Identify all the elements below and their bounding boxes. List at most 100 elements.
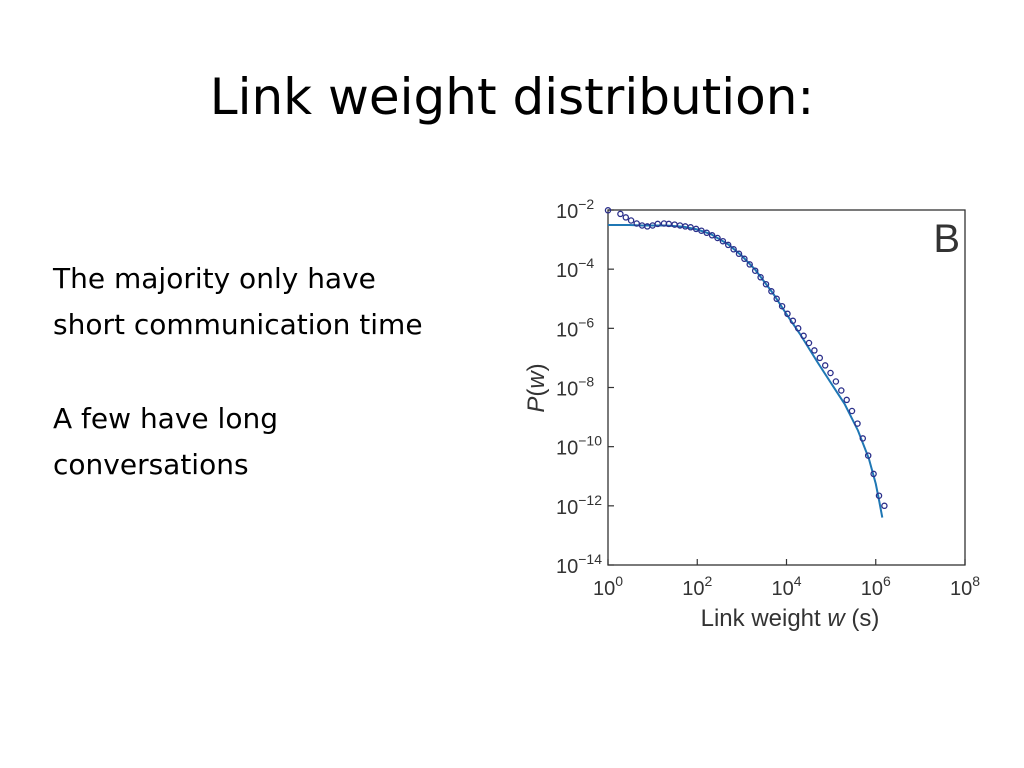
data-point — [843, 396, 850, 404]
tick-base: 10 — [556, 497, 578, 519]
y-tick-label: 10−6 — [556, 314, 594, 341]
data-point — [622, 214, 630, 221]
tick-exponent: 2 — [704, 573, 712, 589]
x-tick-label: 102 — [682, 573, 712, 600]
tick-exponent: 6 — [883, 573, 891, 589]
data-point — [757, 274, 764, 281]
data-point — [816, 354, 824, 362]
tick-exponent: −6 — [578, 314, 594, 330]
paragraph-majority: The majority only have short communicati… — [53, 256, 493, 348]
data-point — [838, 387, 845, 394]
y-tick-label: 10−10 — [556, 433, 602, 460]
x-axis-ticks: 100 102 104 106 108 — [593, 559, 980, 600]
x-label-part: Link weight — [701, 605, 828, 632]
y-axis-label: P(w) — [523, 363, 550, 412]
x-tick-label: 104 — [771, 573, 801, 600]
x-tick-label: 108 — [950, 573, 980, 600]
data-point — [654, 220, 661, 228]
data-point — [687, 224, 694, 231]
tick-base: 10 — [556, 556, 578, 578]
data-point — [633, 220, 640, 227]
data-point — [875, 492, 883, 499]
text-line: conversations — [53, 448, 249, 481]
y-label-var: w — [523, 370, 550, 389]
tick-exponent: −10 — [578, 433, 602, 449]
data-point — [789, 317, 797, 325]
data-point — [730, 246, 737, 253]
tick-exponent: −4 — [578, 255, 594, 271]
data-point — [708, 232, 716, 239]
data-point — [604, 207, 612, 214]
data-point — [714, 234, 721, 242]
data-point — [800, 332, 807, 340]
y-tick-label: 10−12 — [556, 492, 602, 519]
text-line: A few have long — [53, 402, 278, 435]
paragraph-few: A few have long conversations — [53, 396, 493, 488]
tick-base: 10 — [556, 319, 578, 341]
y-label-part: ) — [523, 363, 550, 371]
tick-exponent: −14 — [578, 551, 602, 567]
tick-exponent: −12 — [578, 492, 602, 508]
plot-frame — [607, 209, 966, 566]
data-point — [724, 241, 732, 249]
tick-base: 10 — [861, 578, 883, 600]
data-point — [784, 310, 791, 318]
data-point — [832, 378, 840, 385]
x-axis-label: Link weight w (s) — [701, 605, 880, 632]
x-tick-label: 106 — [861, 573, 891, 600]
tick-base: 10 — [556, 260, 578, 282]
text-line: The majority only have — [53, 262, 376, 295]
y-label-var: P — [523, 397, 550, 413]
tick-exponent: −2 — [578, 196, 594, 212]
y-tick-label: 10−4 — [556, 255, 594, 282]
data-point — [864, 452, 872, 459]
tick-exponent: −8 — [578, 374, 594, 390]
data-point — [859, 435, 867, 442]
data-point — [794, 325, 802, 332]
y-tick-label: 10−14 — [556, 551, 602, 578]
data-point — [805, 339, 813, 347]
data-point — [848, 407, 856, 415]
tick-exponent: 4 — [794, 573, 802, 589]
body-text: The majority only have short communicati… — [53, 256, 493, 536]
data-point — [741, 255, 748, 263]
tick-base: 10 — [556, 201, 578, 223]
text-line: short communication time — [53, 308, 423, 341]
data-point — [821, 362, 829, 369]
tick-exponent: 8 — [972, 573, 980, 589]
data-point — [811, 347, 818, 354]
data-point — [698, 227, 705, 234]
data-point — [854, 420, 861, 427]
series-layer — [604, 207, 888, 518]
slide-title: Link weight distribution: — [209, 68, 815, 126]
tick-base: 10 — [950, 578, 972, 600]
data-point — [751, 267, 759, 274]
data-point — [703, 229, 710, 237]
panel-label: B — [933, 217, 960, 261]
tick-base: 10 — [556, 438, 578, 460]
data-point — [627, 217, 635, 224]
tick-base: 10 — [593, 578, 615, 600]
y-tick-label: 10−8 — [556, 374, 594, 401]
x-tick-label: 100 — [593, 573, 623, 600]
data-point — [778, 302, 786, 310]
data-point — [746, 261, 753, 268]
data-point — [617, 210, 624, 218]
data-point — [768, 288, 775, 295]
x-label-var: w — [827, 605, 846, 632]
y-tick-label: 10−2 — [556, 196, 594, 223]
fit-line — [608, 224, 884, 518]
y-label-part: ( — [523, 389, 550, 397]
tick-base: 10 — [682, 578, 704, 600]
tick-base: 10 — [556, 379, 578, 401]
data-point — [881, 502, 888, 510]
data-point — [870, 470, 877, 478]
data-point — [762, 280, 770, 288]
data-point — [665, 220, 673, 228]
data-point — [719, 237, 727, 245]
tick-exponent: 0 — [615, 573, 623, 589]
x-label-part: (s) — [845, 605, 880, 632]
data-point — [827, 369, 834, 377]
tick-base: 10 — [771, 578, 793, 600]
data-point — [735, 250, 743, 258]
